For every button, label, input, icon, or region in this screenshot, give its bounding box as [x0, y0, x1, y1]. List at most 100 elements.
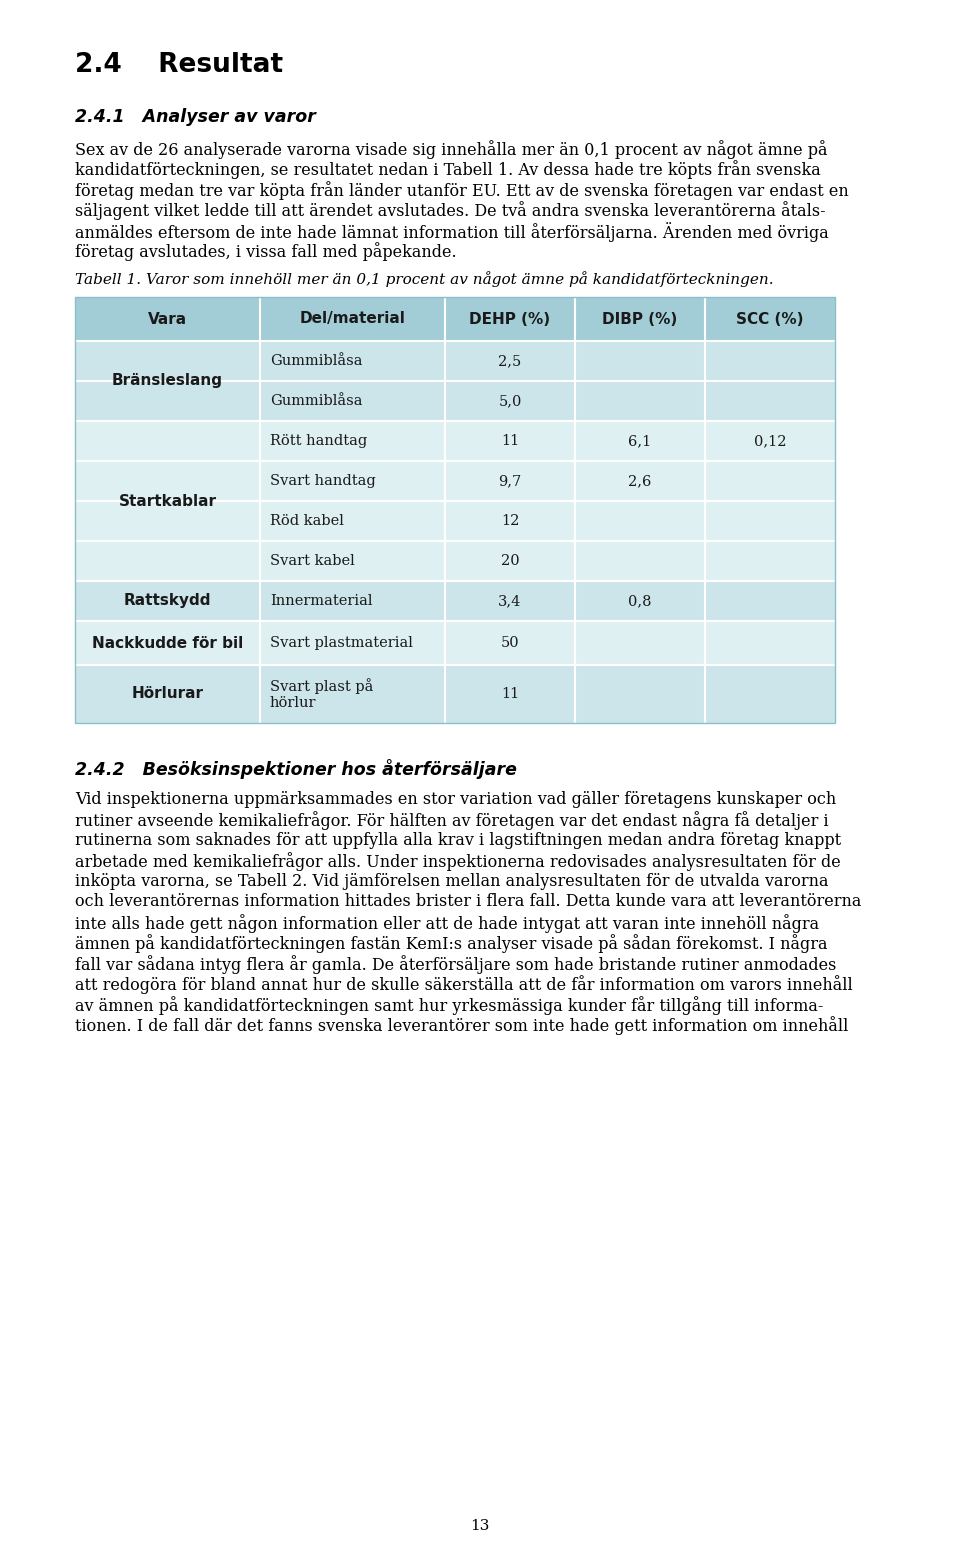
Text: att redogöra för bland annat hur de skulle säkerställa att de får information om: att redogöra för bland annat hur de skul… [75, 976, 852, 995]
Text: Sex av de 26 analyserade varorna visade sig innehålla mer än 0,1 procent av någo: Sex av de 26 analyserade varorna visade … [75, 140, 828, 159]
Text: DIBP (%): DIBP (%) [602, 311, 678, 326]
Bar [75, 381, 260, 421]
Text: Rött handtag: Rött handtag [270, 434, 368, 448]
Text: Röd kabel: Röd kabel [270, 514, 344, 528]
Text: SCC (%): SCC (%) [736, 311, 804, 326]
Text: Vara: Vara [148, 311, 187, 326]
Text: 11: 11 [501, 687, 519, 701]
Bar [445, 462, 575, 500]
Text: Startkablar: Startkablar [118, 494, 217, 508]
Text: Svart kabel: Svart kabel [270, 553, 355, 569]
Bar [260, 500, 445, 541]
Bar [705, 622, 835, 665]
Bar [705, 297, 835, 340]
Text: 20: 20 [501, 553, 519, 569]
Text: fall var sådana intyg flera år gamla. De återförsäljare som hade bristande rutin: fall var sådana intyg flera år gamla. De… [75, 956, 836, 974]
Text: Svart plast på
hörlur: Svart plast på hörlur [270, 678, 373, 710]
Bar [75, 500, 260, 541]
Bar [260, 381, 445, 421]
Text: rutiner avseende kemikaliefrågor. För hälften av företagen var det endast några : rutiner avseende kemikaliefrågor. För hä… [75, 811, 828, 830]
Text: anmäldes eftersom de inte hade lämnat information till återförsäljarna. Ärenden : anmäldes eftersom de inte hade lämnat in… [75, 222, 828, 242]
Text: Gummiblåsa: Gummiblåsa [270, 395, 363, 409]
Bar [575, 421, 705, 462]
Bar [575, 541, 705, 581]
Bar [445, 340, 575, 381]
Text: Innermaterial: Innermaterial [270, 594, 372, 608]
Text: rutinerna som saknades för att uppfylla alla krav i lagstiftningen medan andra f: rutinerna som saknades för att uppfylla … [75, 831, 841, 848]
Bar [575, 581, 705, 622]
Bar [705, 421, 835, 462]
Text: företag avslutades, i vissa fall med påpekande.: företag avslutades, i vissa fall med påp… [75, 242, 457, 261]
Bar [705, 500, 835, 541]
Bar [705, 541, 835, 581]
Bar [575, 340, 705, 381]
Bar [75, 297, 260, 340]
Text: 11: 11 [501, 434, 519, 448]
Text: Svart handtag: Svart handtag [270, 474, 375, 488]
Text: DEHP (%): DEHP (%) [469, 311, 551, 326]
Bar [260, 581, 445, 622]
Bar [575, 665, 705, 723]
Bar [705, 462, 835, 500]
Text: av ämnen på kandidatförteckningen samt hur yrkesmässiga kunder får tillgång till: av ämnen på kandidatförteckningen samt h… [75, 996, 824, 1015]
Text: Hörlurar: Hörlurar [132, 687, 204, 701]
Bar [705, 581, 835, 622]
Bar [260, 421, 445, 462]
Text: 2,5: 2,5 [498, 354, 521, 368]
Bar [705, 665, 835, 723]
Text: Svart plastmaterial: Svart plastmaterial [270, 636, 413, 650]
Bar [260, 541, 445, 581]
Bar [260, 340, 445, 381]
Text: inte alls hade gett någon information eller att de hade intygat att varan inte i: inte alls hade gett någon information el… [75, 914, 819, 932]
Text: Vid inspektionerna uppmärksammades en stor variation vad gäller företagens kunsk: Vid inspektionerna uppmärksammades en st… [75, 791, 836, 808]
Text: Del/material: Del/material [300, 311, 405, 326]
Bar [75, 665, 260, 723]
Bar [445, 581, 575, 622]
Bar [260, 622, 445, 665]
Bar [75, 622, 260, 665]
Bar [445, 541, 575, 581]
Text: 9,7: 9,7 [498, 474, 521, 488]
Bar [75, 340, 260, 381]
Text: Bränsleslang: Bränsleslang [112, 373, 223, 388]
Text: 6,1: 6,1 [629, 434, 652, 448]
Text: Tabell 1. Varor som innehöll mer än 0,1 procent av något ämne på kandidatförteck: Tabell 1. Varor som innehöll mer än 0,1 … [75, 270, 774, 287]
Bar [75, 581, 260, 622]
Bar [575, 381, 705, 421]
Bar [705, 340, 835, 381]
Text: inköpta varorna, se Tabell 2. Vid jämförelsen mellan analysresultaten för de utv: inköpta varorna, se Tabell 2. Vid jämför… [75, 873, 828, 890]
Text: tionen. I de fall där det fanns svenska leverantörer som inte hade gett informat: tionen. I de fall där det fanns svenska … [75, 1016, 849, 1035]
Text: 2.4    Resultat: 2.4 Resultat [75, 51, 283, 78]
Text: 50: 50 [501, 636, 519, 650]
Bar [445, 500, 575, 541]
Text: 2.4.1   Analyser av varor: 2.4.1 Analyser av varor [75, 107, 316, 126]
Bar [260, 665, 445, 723]
Text: arbetade med kemikaliefrågor alls. Under inspektionerna redovisades analysresult: arbetade med kemikaliefrågor alls. Under… [75, 853, 841, 872]
Bar [75, 421, 260, 462]
Text: 0,12: 0,12 [754, 434, 786, 448]
Text: 2,6: 2,6 [628, 474, 652, 488]
Bar [445, 665, 575, 723]
Text: 5,0: 5,0 [498, 395, 521, 409]
Bar [575, 622, 705, 665]
Bar [445, 622, 575, 665]
Bar [575, 297, 705, 340]
Bar [705, 381, 835, 421]
Bar [75, 462, 260, 500]
Text: 0,8: 0,8 [628, 594, 652, 608]
Text: 2.4.2   Besöksinspektioner hos återförsäljare: 2.4.2 Besöksinspektioner hos återförsälj… [75, 758, 516, 779]
Bar [75, 297, 835, 723]
Bar [575, 462, 705, 500]
Text: 12: 12 [501, 514, 519, 528]
Text: Gummiblåsa: Gummiblåsa [270, 354, 363, 368]
Text: företag medan tre var köpta från länder utanför EU. Ett av de svenska företagen : företag medan tre var köpta från länder … [75, 180, 849, 200]
Bar [445, 381, 575, 421]
Bar [260, 297, 445, 340]
Text: 13: 13 [470, 1518, 490, 1532]
Bar [260, 462, 445, 500]
Bar [75, 541, 260, 581]
Text: och leverantörernas information hittades brister i flera fall. Detta kunde vara : och leverantörernas information hittades… [75, 894, 861, 911]
Text: 3,4: 3,4 [498, 594, 521, 608]
Text: Nackkudde för bil: Nackkudde för bil [92, 636, 243, 651]
Bar [575, 500, 705, 541]
